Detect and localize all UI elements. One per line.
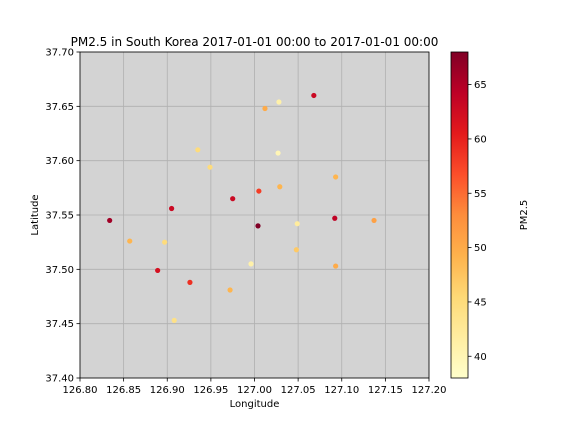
data-point bbox=[169, 205, 175, 212]
y-axis-label: Latitude bbox=[30, 194, 41, 235]
data-point bbox=[195, 147, 201, 153]
data-point bbox=[371, 217, 377, 224]
data-point bbox=[332, 215, 338, 221]
x-tick-label: 127.10 bbox=[324, 385, 359, 396]
x-axis: 126.80 126.85 126.90 126.95 127.00 127.05 127.… bbox=[63, 378, 447, 396]
x-tick-label: 126.90 bbox=[150, 385, 185, 396]
data-points bbox=[107, 92, 377, 324]
y-tick-label: 37.55 bbox=[45, 211, 74, 222]
colorbar-tick-label: 55 bbox=[474, 189, 487, 200]
x-tick-label: 127.15 bbox=[368, 385, 403, 396]
data-point bbox=[256, 188, 262, 194]
data-point bbox=[230, 196, 236, 202]
x-tick-label: 127.00 bbox=[237, 385, 272, 396]
colorbar-tick-label: 45 bbox=[474, 297, 487, 308]
x-axis-label: Longitude bbox=[230, 399, 280, 410]
data-point bbox=[275, 150, 281, 156]
data-point bbox=[155, 267, 161, 274]
colorbar-tick-label: 40 bbox=[474, 352, 487, 363]
x-tick-label: 127.05 bbox=[281, 385, 316, 396]
colorbar-ticks: 40 45 50 55 60 65 bbox=[468, 80, 487, 363]
y-tick-label: 37.70 bbox=[45, 48, 74, 59]
y-tick-label: 37.40 bbox=[45, 374, 74, 385]
data-point bbox=[333, 174, 339, 180]
x-tick-label: 126.95 bbox=[193, 385, 228, 396]
colorbar-label: PM2.5 bbox=[519, 200, 530, 231]
data-point bbox=[162, 239, 168, 245]
y-tick-label: 37.45 bbox=[45, 319, 74, 330]
colorbar-tick-label: 60 bbox=[474, 134, 487, 145]
data-point bbox=[207, 164, 213, 170]
x-tick-label: 126.80 bbox=[63, 385, 98, 396]
data-point bbox=[107, 217, 113, 224]
colorbar-tick-label: 50 bbox=[474, 243, 487, 254]
data-point bbox=[311, 92, 317, 99]
data-point bbox=[187, 279, 193, 285]
data-point bbox=[276, 99, 282, 105]
data-point bbox=[127, 238, 133, 244]
y-axis: 37.40 37.45 37.50 37.55 37.60 37.65 37.70 bbox=[45, 48, 80, 385]
y-tick-label: 37.50 bbox=[45, 265, 74, 276]
data-point bbox=[262, 105, 268, 112]
data-point bbox=[333, 263, 339, 269]
data-point bbox=[171, 317, 177, 324]
data-point bbox=[294, 221, 300, 227]
chart-title: PM2.5 in South Korea 2017-01-01 00:00 to… bbox=[71, 35, 439, 49]
x-tick-label: 127.20 bbox=[412, 385, 447, 396]
data-point bbox=[293, 247, 299, 253]
colorbar-tick-label: 65 bbox=[474, 80, 487, 91]
data-point bbox=[255, 223, 261, 229]
y-tick-label: 37.60 bbox=[45, 156, 74, 167]
data-point bbox=[248, 261, 254, 267]
colorbar bbox=[450, 51, 469, 379]
data-point bbox=[277, 184, 283, 190]
y-tick-label: 37.65 bbox=[45, 102, 74, 113]
data-point bbox=[227, 287, 233, 293]
x-tick-label: 126.85 bbox=[106, 385, 141, 396]
